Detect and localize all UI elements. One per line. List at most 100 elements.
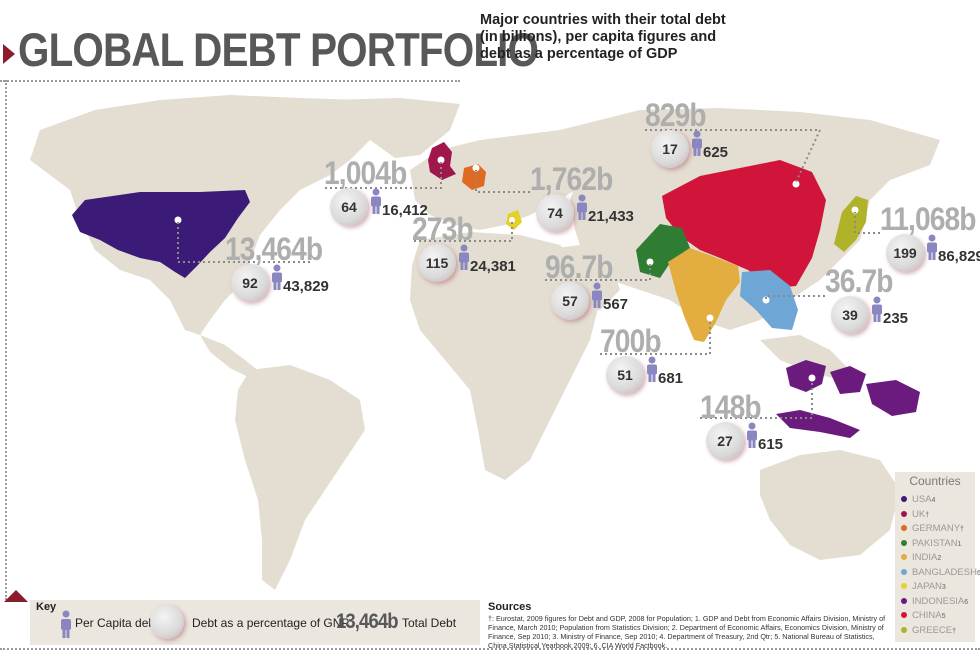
per-capita-china: 235: [883, 310, 909, 327]
subtitle-line-1: Major countries with their total debt: [480, 12, 726, 28]
total-debt-indonesia: 148b: [700, 389, 762, 425]
legend-item-source-mark: 1: [957, 540, 962, 548]
per-capita-bangladesh: 625: [703, 144, 729, 161]
person-icon: [592, 282, 602, 308]
debt-percentage-bangladesh: 17: [651, 130, 689, 168]
key-percentage-label: Debt as a percentage of GNP: [192, 616, 350, 630]
callout-indonesia: 148b 27 615: [700, 390, 820, 470]
legend-item-label: PAKISTAN: [912, 537, 958, 549]
total-debt-india: 700b: [600, 323, 662, 359]
total-debt-uk: 1,004b: [324, 155, 407, 191]
total-debt-japan: 11,068b: [880, 201, 976, 237]
sources-title: Sources: [488, 601, 532, 613]
page-title: GLOBAL DEBT PORTFOLIO: [18, 23, 539, 76]
debt-percentage-usa: 92: [231, 264, 269, 302]
total-debt-usa: 13,464b: [225, 231, 323, 267]
callout-germany: 1,762b 74 21,433: [530, 162, 650, 242]
legend-item-source-mark: †: [952, 627, 957, 635]
legend-item-source-mark: 3: [941, 584, 946, 591]
debt-percentage-uk: 64: [330, 188, 368, 226]
key-percentage-disc-icon: [150, 605, 184, 639]
per-capita-greece: 24,381: [470, 258, 516, 275]
per-capita-japan: 86,829: [938, 248, 980, 265]
legend-swatch-icon: [901, 612, 907, 619]
countries-legend: Countries USA4 UK† GERMANY† PAKISTAN1 INDIA2…: [895, 472, 980, 642]
legend-swatch-icon: [901, 583, 907, 590]
legend-swatch-icon: [901, 626, 907, 633]
left-divider: [5, 80, 7, 600]
legend-item-japan: JAPAN3: [901, 581, 946, 594]
countries-legend-title: Countries: [909, 474, 961, 488]
person-icon: [872, 296, 882, 322]
leader-lines: [177, 129, 880, 419]
legend-item-label: GREECE: [912, 624, 953, 636]
per-capita-pakistan: 567: [603, 296, 629, 313]
title-arrow-icon: [3, 44, 15, 64]
legend-item-china: CHINA5: [901, 610, 945, 623]
china-shape: [662, 160, 826, 288]
legend-item-greece: GREECE†: [901, 625, 956, 638]
legend-item-label: UK: [912, 508, 926, 520]
subtitle-line-3: debt as a percentage of GDP: [480, 46, 678, 62]
legend-swatch-icon: [901, 525, 907, 532]
legend-swatch-icon: [901, 510, 907, 517]
subtitle: Major countries with their total debt (i…: [480, 12, 780, 63]
per-capita-germany: 21,433: [588, 208, 634, 225]
person-icon: [459, 244, 469, 270]
land-masses: [30, 95, 950, 590]
per-capita-uk: 16,412: [382, 202, 428, 219]
person-icon: [371, 188, 381, 214]
legend-swatch-icon: [901, 554, 907, 561]
legend-item-source-mark: †: [960, 526, 964, 533]
legend-item-india: INDIA2: [901, 552, 941, 565]
legend-item-pakistan: PAKISTAN1: [901, 538, 961, 551]
callout-usa: 13,464b 92 43,829: [225, 232, 345, 312]
person-icon: [61, 610, 71, 638]
person-icon: [692, 130, 702, 156]
legend-swatch-icon: [901, 597, 907, 604]
callout-pakistan: 96.7b 57 567: [545, 250, 665, 330]
per-capita-india: 681: [658, 370, 684, 387]
legend-item-germany: GERMANY†: [901, 523, 964, 536]
legend-item-source-mark: 6: [964, 598, 969, 606]
subtitle-line-2: (in billions), per capita figures and: [480, 29, 717, 45]
legend-item-label: INDIA: [912, 552, 938, 563]
callout-bangladesh: 829b 17 625: [645, 98, 765, 178]
key-panel: [30, 600, 480, 645]
legend-item-source-mark: 6: [976, 569, 980, 577]
key-label: Key: [36, 601, 57, 613]
legend-item-indonesia: INDONESIA6: [901, 596, 968, 609]
legend-item-uk: UK†: [901, 509, 929, 522]
legend-item-source-mark: 4: [931, 497, 936, 504]
bottom-arrow-icon: [4, 590, 28, 602]
total-debt-germany: 1,762b: [530, 161, 613, 197]
usa-shape: [72, 190, 250, 278]
total-debt-bangladesh: 829b: [645, 97, 707, 133]
legend-item-label: BANGLADESH: [912, 566, 977, 578]
total-debt-greece: 273b: [412, 211, 474, 247]
callout-japan: 11,068b 199 86,829: [880, 202, 980, 282]
debt-percentage-japan: 199: [886, 234, 924, 272]
debt-percentage-china: 39: [831, 296, 869, 334]
person-icon: [647, 356, 657, 382]
callout-china: 36.7b 39 235: [825, 264, 945, 344]
capital-dots: [174, 156, 859, 382]
legend-swatch-icon: [901, 568, 907, 575]
legend-swatch-icon: [901, 496, 907, 503]
germany-shape: [462, 164, 486, 190]
debt-percentage-pakistan: 57: [551, 282, 589, 320]
india-shape: [668, 248, 740, 342]
callout-uk: 1,004b 64 16,412: [324, 156, 444, 236]
callout-india: 700b 51 681: [600, 324, 720, 404]
key-total-label: Total Debt: [402, 616, 457, 630]
legend-item-bangladesh: BANGLADESH6: [901, 567, 980, 580]
per-capita-usa: 43,829: [283, 278, 329, 295]
key-per-capita-label: Per Capita debt: [75, 616, 159, 630]
debt-percentage-greece: 115: [418, 244, 456, 282]
person-icon: [747, 422, 757, 448]
person-icon: [272, 264, 282, 290]
legend-item-source-mark: 5: [941, 613, 946, 620]
japan-shape: [834, 196, 868, 252]
debt-percentage-indonesia: 27: [706, 422, 744, 460]
legend-item-label: JAPAN: [912, 581, 942, 592]
